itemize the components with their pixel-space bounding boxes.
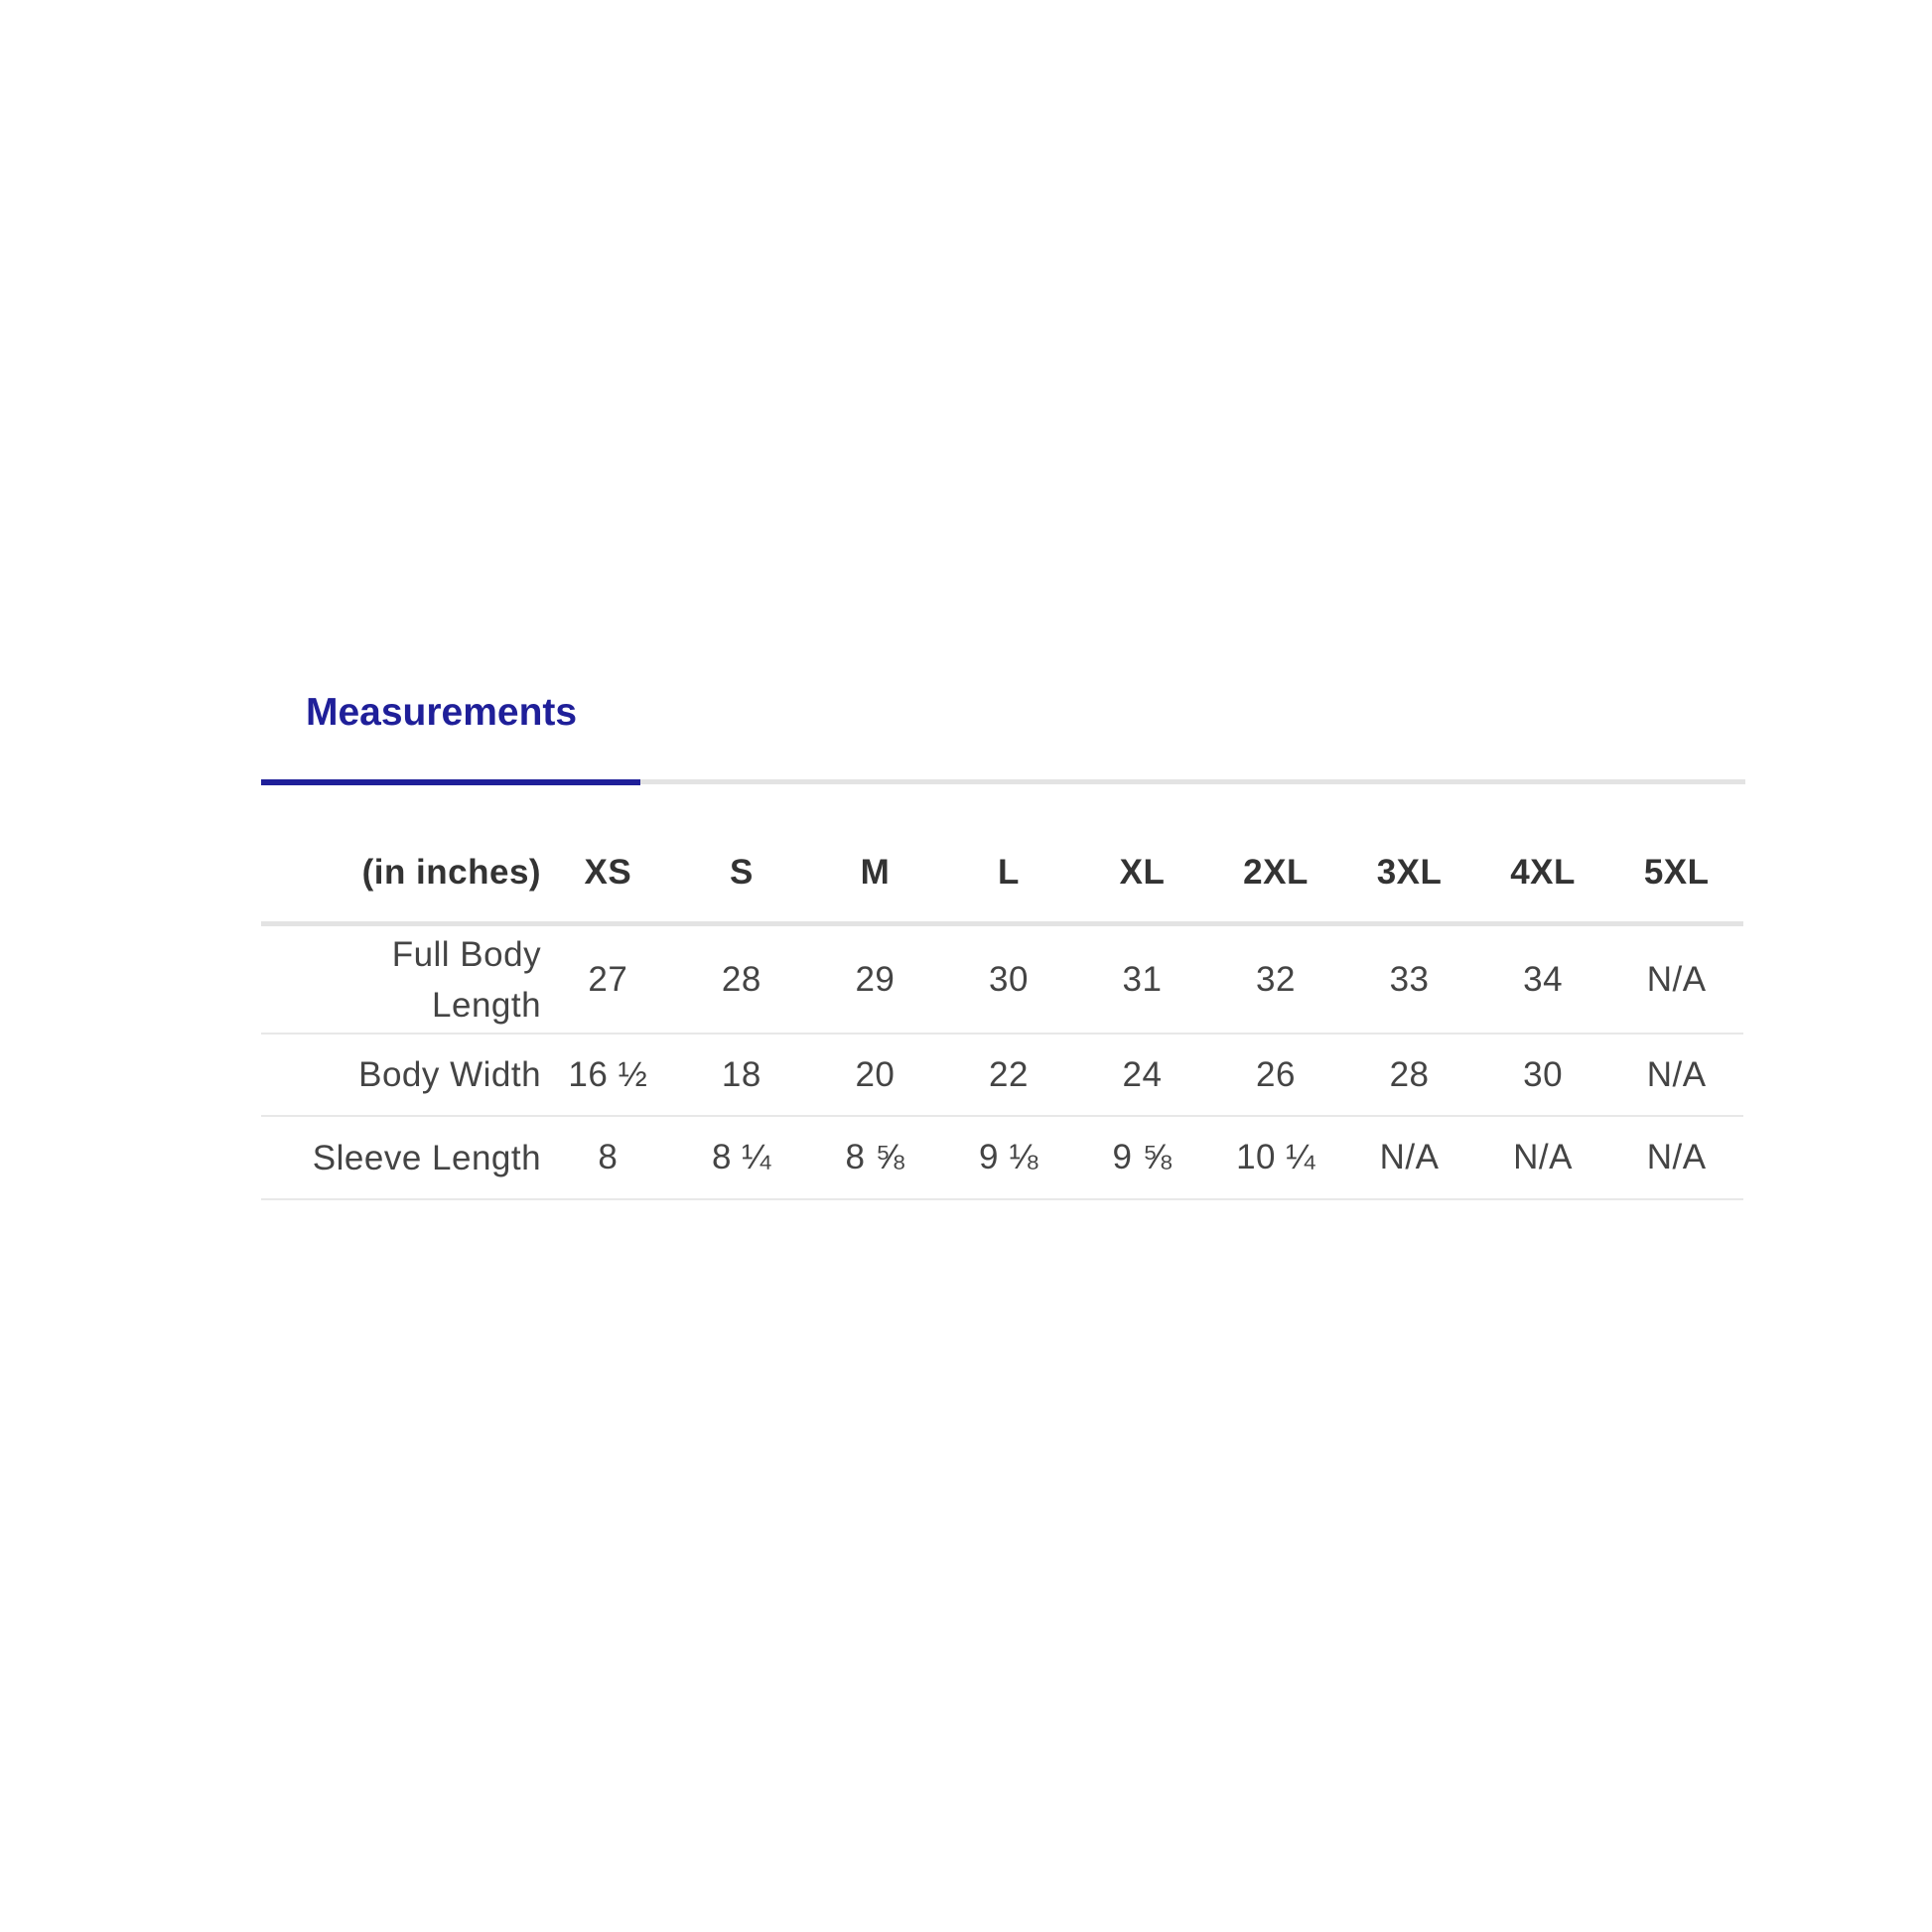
table-cell: 10 ¼ — [1208, 1116, 1343, 1200]
size-header: 2XL — [1208, 824, 1343, 926]
table-cell: 30 — [1475, 1034, 1610, 1117]
table-row: Body Width 16 ½ 18 20 22 24 26 28 30 N/A — [261, 1034, 1743, 1117]
table-cell: 9 ⅛ — [941, 1116, 1076, 1200]
table-cell: 26 — [1208, 1034, 1343, 1117]
size-header: S — [674, 824, 809, 926]
table-row: Full Body Length 27 28 29 30 31 32 33 34 N/A — [261, 923, 1743, 1035]
table-cell: 27 — [541, 923, 675, 1035]
size-header: 3XL — [1342, 824, 1476, 926]
table-cell: 31 — [1075, 923, 1209, 1035]
size-header: XL — [1075, 824, 1209, 926]
table-cell: 34 — [1475, 923, 1610, 1035]
row-label: Full Body Length — [261, 923, 542, 1035]
size-header: 5XL — [1609, 824, 1743, 926]
table-cell: 30 — [941, 923, 1076, 1035]
tab-measurements[interactable]: Measurements — [306, 691, 578, 734]
table-cell: 8 — [541, 1116, 675, 1200]
table-cell: 9 ⅝ — [1075, 1116, 1209, 1200]
table-cell: N/A — [1609, 923, 1743, 1035]
table-cell: 8 ⅝ — [808, 1116, 942, 1200]
table-cell: 18 — [674, 1034, 809, 1117]
table-cell: N/A — [1609, 1034, 1743, 1117]
active-tab-indicator — [261, 779, 640, 785]
size-header: 4XL — [1475, 824, 1610, 926]
table-cell: 22 — [941, 1034, 1076, 1117]
table-cell: 32 — [1208, 923, 1343, 1035]
table-cell: N/A — [1609, 1116, 1743, 1200]
table-cell: 33 — [1342, 923, 1476, 1035]
table-cell: 16 ½ — [541, 1034, 675, 1117]
row-label: Sleeve Length — [261, 1116, 542, 1200]
table-cell: 28 — [674, 923, 809, 1035]
header-row: (in inches) XS S M L XL 2XL 3XL 4XL 5XL — [261, 824, 1743, 926]
tab-bar-divider — [261, 779, 1745, 784]
table-cell: N/A — [1475, 1116, 1610, 1200]
table-cell: 29 — [808, 923, 942, 1035]
row-label: Body Width — [261, 1034, 542, 1117]
size-header: M — [808, 824, 942, 926]
table-cell: 24 — [1075, 1034, 1209, 1117]
table-cell: N/A — [1342, 1116, 1476, 1200]
size-chart-table: (in inches) XS S M L XL 2XL 3XL 4XL 5XL … — [261, 824, 1743, 1200]
table-cell: 8 ¼ — [674, 1116, 809, 1200]
size-header: XS — [541, 824, 675, 926]
unit-header: (in inches) — [261, 824, 542, 926]
size-header: L — [941, 824, 1076, 926]
table-cell: 28 — [1342, 1034, 1476, 1117]
table-cell: 20 — [808, 1034, 942, 1117]
